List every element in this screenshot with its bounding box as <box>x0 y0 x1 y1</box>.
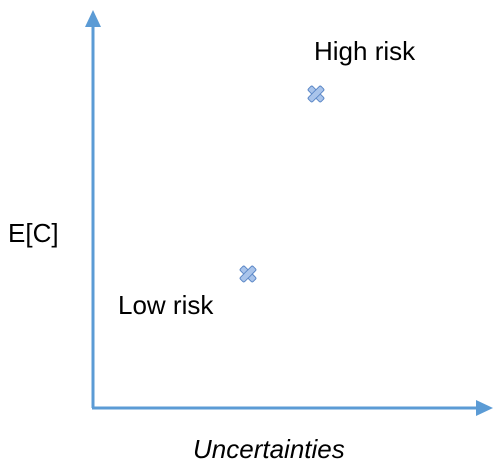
x-axis-arrowhead-icon <box>476 400 493 416</box>
low-risk-label: Low risk <box>118 290 214 320</box>
high-risk-label: High risk <box>314 36 416 66</box>
low-risk-marker-icon <box>239 265 257 283</box>
y-axis-label: E[C] <box>8 218 59 248</box>
x-axis-label: Uncertainties <box>193 434 345 464</box>
high-risk-marker-icon <box>307 85 325 103</box>
y-axis-arrowhead-icon <box>85 10 101 27</box>
